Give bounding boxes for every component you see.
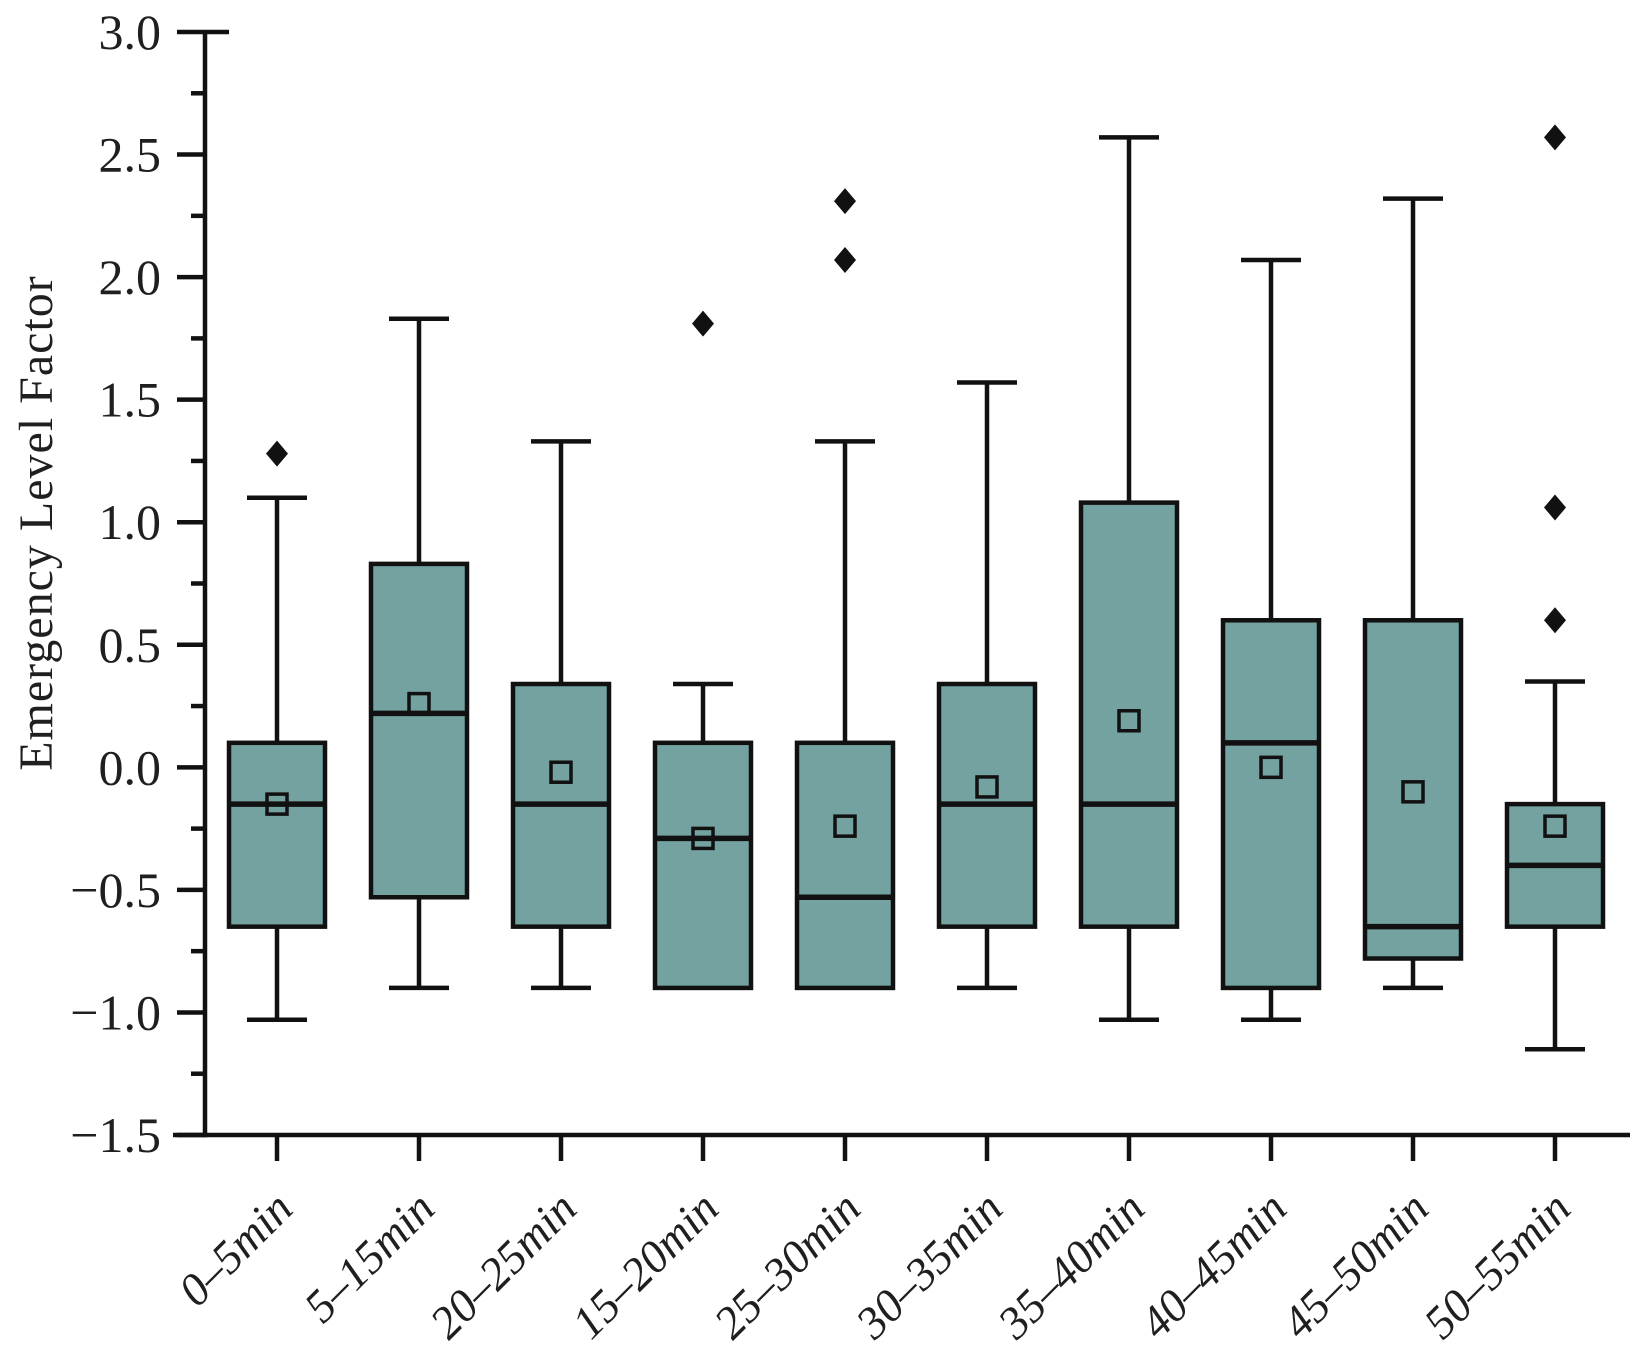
- y-tick-label: −1.5: [70, 1107, 161, 1163]
- box-iqr: [368, 561, 470, 900]
- box-iqr: [794, 740, 896, 991]
- outlier-diamond: [1544, 607, 1566, 634]
- y-tick-label: 1.0: [99, 494, 162, 550]
- mean-marker: [1543, 814, 1567, 838]
- y-axis-label: Emergency Level Factor: [10, 275, 63, 771]
- box-iqr: [226, 740, 328, 929]
- y-tick-label: 1.5: [99, 372, 162, 428]
- box-iqr: [1078, 500, 1180, 929]
- box-iqr: [652, 740, 754, 991]
- x-tick-label: 0–5min: [168, 1182, 302, 1316]
- mean-marker: [691, 826, 715, 851]
- mean-marker: [833, 814, 857, 838]
- mean-marker: [407, 691, 431, 716]
- mean-marker: [1259, 755, 1283, 780]
- outlier-diamond: [834, 246, 856, 273]
- y-tick-label: 3.0: [99, 4, 162, 60]
- y-tick-label: 2.0: [99, 249, 162, 305]
- mean-marker: [265, 792, 289, 816]
- mean-marker: [1117, 709, 1141, 733]
- mean-marker: [549, 760, 573, 784]
- outlier-diamond: [834, 188, 856, 215]
- y-tick-label: −0.5: [70, 862, 161, 918]
- mean-marker: [1401, 780, 1425, 804]
- x-tick-label: 35–40min: [987, 1182, 1154, 1349]
- x-tick-label: 20–25min: [420, 1182, 586, 1348]
- box-iqr: [1362, 618, 1464, 961]
- x-tick-label: 45–50min: [1272, 1182, 1438, 1348]
- y-tick-label: −1.0: [70, 984, 161, 1040]
- x-tick-label: 15–20min: [562, 1182, 728, 1348]
- x-tick-label: 40–45min: [1130, 1182, 1296, 1348]
- y-tick-label: 2.5: [99, 127, 162, 183]
- x-tick-label: 30–35min: [845, 1182, 1012, 1349]
- outlier-diamond: [1544, 494, 1566, 521]
- outlier-diamond: [266, 440, 288, 467]
- box-iqr: [1220, 618, 1322, 991]
- outlier-diamond: [1544, 124, 1566, 151]
- x-tick-label: 25–30min: [704, 1182, 870, 1348]
- outlier-diamond: [692, 310, 714, 337]
- mean-marker: [975, 775, 999, 799]
- x-tick-label: 50–55min: [1414, 1182, 1580, 1348]
- y-tick-label: 0.5: [99, 617, 162, 673]
- y-tick-label: 0.0: [99, 739, 162, 795]
